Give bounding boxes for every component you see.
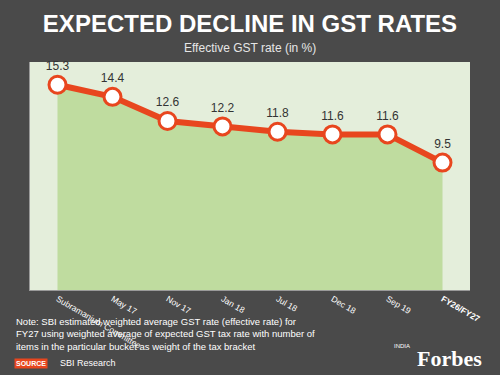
- svg-text:Sep 19: Sep 19: [384, 294, 413, 316]
- svg-text:11.8: 11.8: [266, 106, 289, 120]
- svg-text:11.6: 11.6: [321, 109, 344, 123]
- svg-text:May 17: May 17: [109, 294, 138, 317]
- svg-text:EXPECTED DECLINE IN GST RATES: EXPECTED DECLINE IN GST RATES: [43, 10, 457, 37]
- svg-text:SOURCE: SOURCE: [16, 360, 46, 367]
- svg-text:Effective GST rate (in %): Effective GST rate (in %): [184, 41, 316, 55]
- svg-text:Jul 18: Jul 18: [274, 294, 299, 314]
- svg-text:SBI Research: SBI Research: [60, 358, 116, 368]
- svg-text:9.5: 9.5: [434, 137, 451, 151]
- svg-text:14.4: 14.4: [101, 71, 125, 85]
- svg-text:12.6: 12.6: [156, 95, 180, 109]
- svg-text:Nov 17: Nov 17: [164, 294, 193, 316]
- svg-text:Forbes: Forbes: [417, 346, 482, 371]
- svg-text:12.2: 12.2: [211, 101, 235, 115]
- svg-text:Subramanium Committee: Subramanium Committee: [54, 294, 143, 351]
- svg-text:FY26/FY27: FY26/FY27: [439, 294, 481, 324]
- svg-text:INDIA: INDIA: [394, 343, 410, 349]
- svg-text:15.3: 15.3: [46, 59, 70, 73]
- svg-text:Dec 18: Dec 18: [329, 294, 358, 316]
- svg-text:Jan 18: Jan 18: [219, 294, 246, 316]
- svg-text:Note: SBI estimated weighted a: Note: SBI estimated weighted average GST…: [16, 316, 315, 352]
- svg-text:11.6: 11.6: [376, 109, 399, 123]
